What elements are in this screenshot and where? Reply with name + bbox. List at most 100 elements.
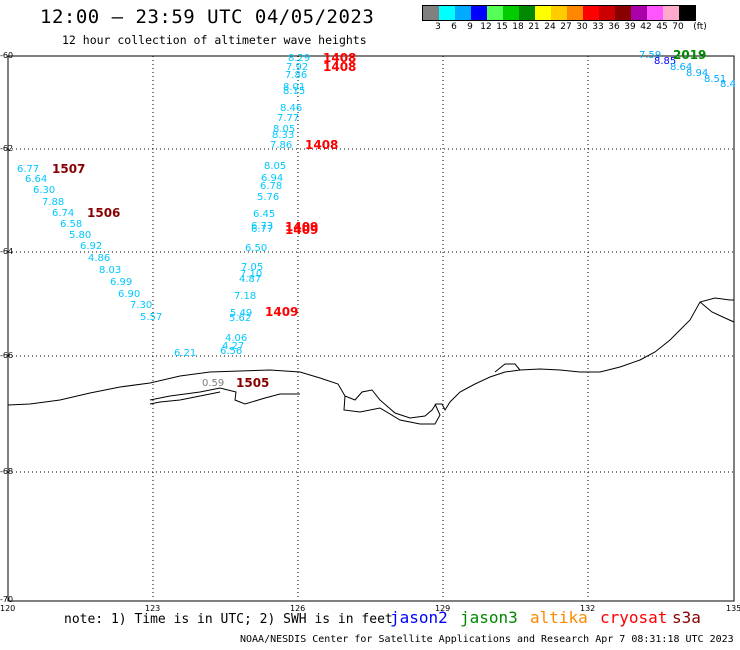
latitude-label: -62 <box>0 144 14 153</box>
satellite-legend-item: altika <box>530 608 588 627</box>
wave-height-label: 0.59 <box>202 378 225 389</box>
color-swatch <box>647 6 663 20</box>
longitude-label: 120 <box>0 604 16 613</box>
wave-height-label: 4.06 <box>225 333 248 344</box>
wave-height-label: 6.74 <box>52 208 75 219</box>
wave-height-label: 5.57 <box>140 312 163 323</box>
color-swatch <box>471 6 487 20</box>
color-scale-unit: (ft) <box>693 22 707 32</box>
longitude-label: 126 <box>290 604 306 613</box>
time-tag: 1408 <box>323 51 357 65</box>
satellite-legend-item: jason3 <box>460 608 518 627</box>
color-scale-label: 6 <box>451 22 457 32</box>
longitude-label: 123 <box>145 604 161 613</box>
time-tag: 1409 <box>285 220 319 234</box>
wave-height-label: 8.05 <box>273 124 296 135</box>
time-tag: 1409 <box>285 223 319 237</box>
wave-height-label: 6.94 <box>261 173 284 184</box>
latitude-label: -68 <box>0 467 14 476</box>
color-swatch <box>679 6 695 20</box>
wave-height-label: 7.18 <box>234 291 257 302</box>
time-tag: 2019 <box>673 48 707 62</box>
map-frame <box>7 55 735 602</box>
color-scale-label: 42 <box>640 22 652 32</box>
wave-height-label: 7.88 <box>42 197 65 208</box>
color-swatch <box>487 6 503 20</box>
wave-height-label: 8.4 <box>720 79 736 90</box>
satellite-legend-item: cryosat <box>600 608 668 627</box>
wave-height-label: 4.27 <box>222 341 245 352</box>
longitude-label: 129 <box>435 604 451 613</box>
wave-height-label: 8.51 <box>704 74 727 85</box>
color-swatch <box>631 6 647 20</box>
wave-height-label: 8.85 <box>654 56 677 67</box>
wave-height-label: 4.86 <box>88 253 111 264</box>
wave-height-label: 6.56 <box>220 346 243 357</box>
satellite-legend-item: s3a <box>672 608 701 627</box>
wave-height-label: 8.03 <box>99 265 122 276</box>
wave-height-label: 6.58 <box>60 219 83 230</box>
color-scale-label: 30 <box>576 22 588 32</box>
credit-line: NOAA/NESDIS Center for Satellite Applica… <box>240 634 734 645</box>
latitude-label: -70 <box>0 595 14 604</box>
wave-height-label: 7.05 <box>241 262 264 273</box>
satellite-legend-item: jason2 <box>390 608 448 627</box>
color-swatch <box>583 6 599 20</box>
wave-height-label: 6.90 <box>118 289 141 300</box>
wave-height-label: 6.77 <box>17 164 40 175</box>
wave-height-label: 7.10 <box>240 269 263 280</box>
wave-height-label: 6.99 <box>110 277 133 288</box>
wave-height-label: 5.76 <box>257 192 280 203</box>
color-scale-label: 9 <box>467 22 473 32</box>
wave-height-label: 8.05 <box>264 161 287 172</box>
wave-height-label: 6.92 <box>80 241 103 252</box>
wave-height-label: 6.21 <box>174 348 197 359</box>
wave-height-label: 5.80 <box>69 230 92 241</box>
wave-height-label: 7.92 <box>286 62 309 73</box>
time-tag: 1408 <box>305 138 339 152</box>
longitude-label: 132 <box>580 604 596 613</box>
wave-height-label: 8.64 <box>670 62 693 73</box>
color-swatch <box>663 6 679 20</box>
wave-height-label: 6.45 <box>253 209 276 220</box>
map-subtitle: 12 hour collection of altimeter wave hei… <box>62 33 367 47</box>
latitude-label: -60 <box>0 51 14 60</box>
wave-height-label: 7.86 <box>270 140 293 151</box>
latitude-label: -64 <box>0 247 14 256</box>
color-scale-label: 21 <box>528 22 540 32</box>
wave-height-label: 8.15 <box>283 86 306 97</box>
wave-height-label: 8.01 <box>283 82 306 93</box>
color-scale-label: 70 <box>672 22 684 32</box>
wave-height-label: 6.50 <box>245 243 268 254</box>
wave-height-label: 8.46 <box>280 103 303 114</box>
color-swatch <box>455 6 471 20</box>
time-tag: 1506 <box>87 206 121 220</box>
wave-height-label: 5.62 <box>229 313 252 324</box>
color-scale-label: 45 <box>656 22 668 32</box>
color-scale-label: 36 <box>608 22 620 32</box>
wave-height-label: 5.49 <box>230 308 253 319</box>
color-scale-label: 12 <box>480 22 492 32</box>
color-scale-label: 27 <box>560 22 572 32</box>
wave-height-label: 8.29 <box>288 53 311 64</box>
wave-height-label: 6.64 <box>25 174 48 185</box>
time-tag: 1505 <box>236 376 270 390</box>
lat-lon-grid <box>8 56 734 600</box>
wave-height-label: 6.78 <box>260 181 283 192</box>
color-scale-label: 24 <box>544 22 556 32</box>
color-scale-label: 39 <box>624 22 636 32</box>
wave-height-color-scale <box>422 5 696 21</box>
longitude-label: 135 <box>726 604 740 613</box>
time-tag: 1409 <box>265 305 299 319</box>
wave-height-label: 8.94 <box>686 68 709 79</box>
wave-height-label: 7.86 <box>285 70 308 81</box>
color-scale-label: 15 <box>496 22 508 32</box>
wave-height-label: 6.77 <box>251 224 274 235</box>
wave-height-label: 6.73 <box>251 221 274 232</box>
color-scale-label: 3 <box>435 22 441 32</box>
color-scale-label: 18 <box>512 22 524 32</box>
antarctic-coastline <box>7 297 735 425</box>
wave-height-label: 4.87 <box>239 274 262 285</box>
color-swatch <box>439 6 455 20</box>
